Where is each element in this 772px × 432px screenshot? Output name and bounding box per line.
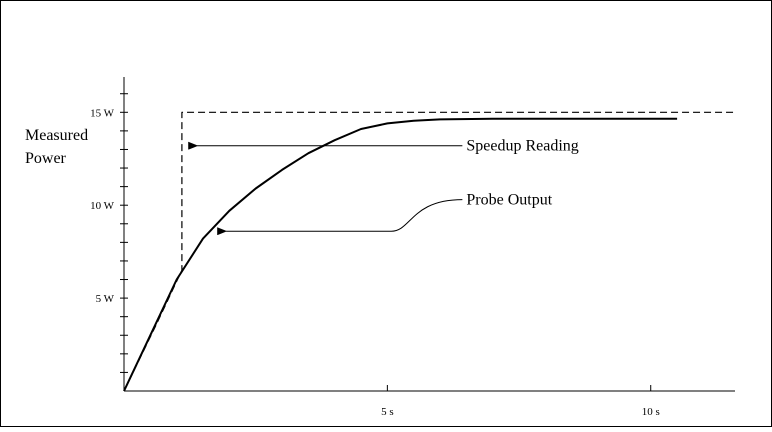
x-tick-label: 10 s xyxy=(642,406,660,418)
y-tick-label: 15 W xyxy=(90,107,115,119)
annotation-label-1: Probe Output xyxy=(466,192,552,209)
series-layer xyxy=(123,111,735,392)
annotation-arrow-1 xyxy=(217,199,463,236)
series-line-1 xyxy=(123,117,678,392)
x-ticks: 5 s 10 s xyxy=(381,385,660,418)
y-tick-label: 5 W xyxy=(96,293,115,305)
y-axis-label-line-2: Power xyxy=(25,150,67,167)
x-tick-label: 5 s xyxy=(381,406,394,418)
y-tick-label: 10 W xyxy=(90,200,115,212)
annotation-label-0: Speedup Reading xyxy=(466,138,578,155)
y-ticks: 5 W 10 W 15 W xyxy=(90,93,128,373)
y-axis-label-line-1: Measured xyxy=(25,127,88,144)
annotation-layer: Speedup Reading Probe Output xyxy=(188,138,579,236)
